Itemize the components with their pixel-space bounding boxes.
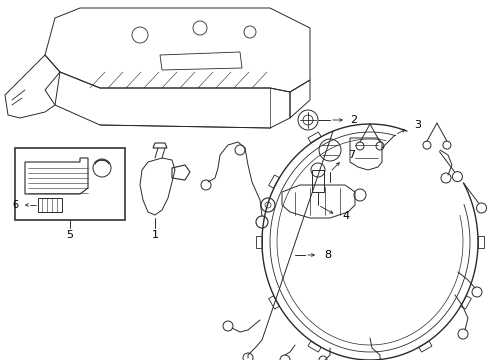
Text: 8: 8 xyxy=(324,250,332,260)
Text: 1: 1 xyxy=(151,230,158,240)
Bar xyxy=(15,148,125,220)
Text: 7: 7 xyxy=(348,150,356,160)
Text: 3: 3 xyxy=(415,120,421,130)
Text: 6: 6 xyxy=(12,200,18,210)
Text: 4: 4 xyxy=(343,211,349,221)
Text: 2: 2 xyxy=(350,115,358,125)
Text: 5: 5 xyxy=(67,230,74,240)
